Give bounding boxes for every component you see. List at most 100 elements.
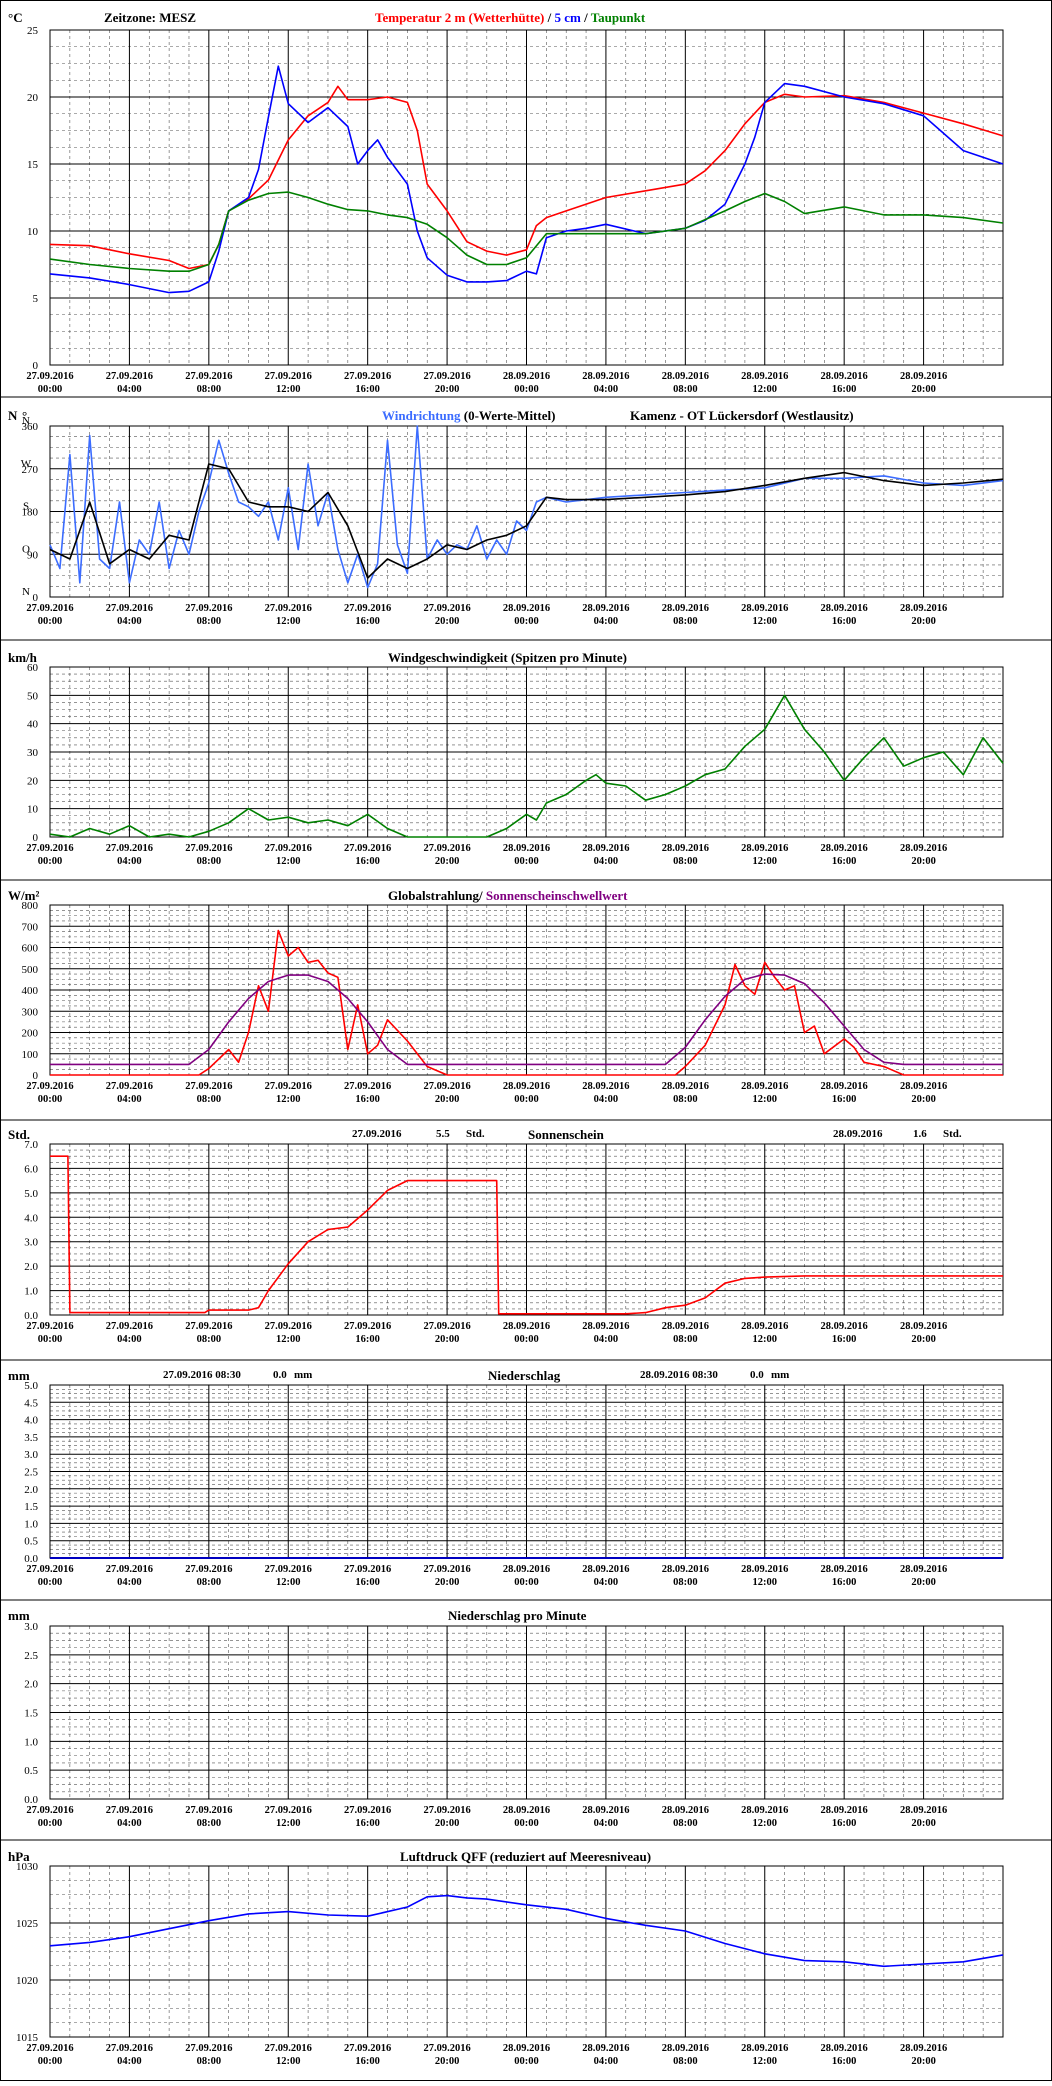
series-line-wind_direction-1 xyxy=(49,463,1004,579)
chart-title: Sonnenschein xyxy=(528,1127,605,1142)
x-tick-date: 27.09.2016 xyxy=(265,1321,312,1332)
x-tick-date: 27.09.2016 xyxy=(344,1564,391,1575)
y-tick-label: 400 xyxy=(22,985,39,997)
x-tick-time: 04:00 xyxy=(117,856,142,867)
x-tick-date: 28.09.2016 xyxy=(821,1321,868,1332)
x-tick-time: 12:00 xyxy=(276,1334,301,1345)
x-tick-date: 28.09.2016 xyxy=(900,843,947,854)
chart-panel-temperature: 0 5 10 15 20 25 27.09.2016 00:00 27.09.2016 04:00… xyxy=(8,10,1004,395)
x-tick-time: 08:00 xyxy=(673,1094,698,1105)
x-tick-date: 28.09.2016 xyxy=(900,1081,947,1092)
y-tick-label: 2.0 xyxy=(24,1261,38,1273)
x-tick-date: 27.09.2016 xyxy=(423,1081,470,1092)
title-part: Taupunkt xyxy=(591,10,646,25)
x-tick-time: 04:00 xyxy=(594,856,619,867)
x-tick-time: 08:00 xyxy=(673,616,698,627)
x-tick-time: 12:00 xyxy=(753,1334,778,1345)
x-tick-time: 20:00 xyxy=(911,1577,936,1588)
x-tick-date: 27.09.2016 xyxy=(106,1805,153,1816)
x-tick-date: 28.09.2016 xyxy=(503,2043,550,2054)
y-tick-label: 0.0 xyxy=(24,1553,38,1565)
x-tick-date: 28.09.2016 xyxy=(821,371,868,382)
y-tick-label: 2.0 xyxy=(24,1679,38,1691)
x-tick-date: 27.09.2016 xyxy=(423,371,470,382)
x-tick-time: 04:00 xyxy=(594,616,619,627)
x-tick-date: 28.09.2016 xyxy=(741,1564,788,1575)
chart-panel-precipitation_minute: 0.0 0.5 1.0 1.5 2.0 2.5 3.0 27.09.2016 00:00 27.0… xyxy=(8,1608,1004,1829)
x-tick-time: 04:00 xyxy=(117,1577,142,1588)
y-tick-label: 1.0 xyxy=(24,1736,38,1748)
x-tick-date: 28.09.2016 xyxy=(503,603,550,614)
y-tick-label: 40 xyxy=(27,719,39,731)
x-tick-time: 12:00 xyxy=(753,2056,778,2067)
title-part: Temperatur 2 m (Wetterhütte) xyxy=(375,10,544,25)
x-tick-time: 04:00 xyxy=(594,384,619,395)
x-tick-date: 27.09.2016 xyxy=(265,843,312,854)
x-tick-date: 28.09.2016 xyxy=(582,1321,629,1332)
compass-label: S xyxy=(23,501,29,513)
y-tick-label: 7.0 xyxy=(24,1139,38,1151)
y-tick-label: 3.0 xyxy=(24,1621,38,1633)
x-tick-time: 16:00 xyxy=(355,1577,380,1588)
x-tick-time: 16:00 xyxy=(832,1334,857,1345)
chart-title: Niederschlag pro Minute xyxy=(448,1608,587,1623)
y-tick-label: 0.0 xyxy=(24,1310,38,1322)
x-tick-date: 27.09.2016 xyxy=(423,2043,470,2054)
x-tick-date: 28.09.2016 xyxy=(741,371,788,382)
x-tick-time: 12:00 xyxy=(276,616,301,627)
unit-label: °C xyxy=(8,10,23,25)
chart-panel-sunshine: 0.0 1.0 2.0 3.0 4.0 5.0 6.0 7.0 27.09.2016 00:00 2… xyxy=(8,1127,1004,1345)
x-tick-date: 27.09.2016 xyxy=(344,2043,391,2054)
x-tick-date: 28.09.2016 xyxy=(741,1321,788,1332)
unit-label: Std. xyxy=(8,1127,30,1142)
x-tick-date: 27.09.2016 xyxy=(344,1805,391,1816)
x-tick-date: 27.09.2016 xyxy=(26,1321,73,1332)
x-tick-date: 28.09.2016 xyxy=(662,1564,709,1575)
x-tick-date: 28.09.2016 xyxy=(821,603,868,614)
x-tick-time: 20:00 xyxy=(435,1577,460,1588)
x-tick-time: 08:00 xyxy=(197,1577,222,1588)
chart-title: Luftdruck QFF (reduziert auf Meeresnivea… xyxy=(400,1849,651,1864)
x-tick-date: 27.09.2016 xyxy=(26,843,73,854)
x-tick-time: 12:00 xyxy=(753,384,778,395)
x-tick-date: 27.09.2016 xyxy=(185,843,232,854)
x-tick-time: 00:00 xyxy=(38,616,63,627)
x-tick-time: 08:00 xyxy=(673,1818,698,1829)
compass-label: N xyxy=(22,415,30,427)
x-tick-time: 00:00 xyxy=(38,1818,63,1829)
x-tick-time: 12:00 xyxy=(276,1577,301,1588)
y-tick-label: 1015 xyxy=(16,2032,39,2044)
y-tick-label: 3.0 xyxy=(24,1237,38,1249)
x-tick-date: 28.09.2016 xyxy=(662,2043,709,2054)
x-tick-time: 00:00 xyxy=(38,2056,63,2067)
compass-label: O xyxy=(22,543,30,555)
y-tick-label: 1.0 xyxy=(24,1518,38,1530)
x-tick-date: 28.09.2016 xyxy=(900,603,947,614)
x-tick-date: 27.09.2016 xyxy=(106,603,153,614)
x-tick-date: 28.09.2016 xyxy=(662,843,709,854)
x-tick-date: 28.09.2016 xyxy=(662,371,709,382)
x-tick-time: 20:00 xyxy=(435,616,460,627)
summary-date: 27.09.2016 08:30 xyxy=(163,1369,241,1381)
x-tick-date: 27.09.2016 xyxy=(106,2043,153,2054)
unit-label: mm xyxy=(8,1608,30,1623)
y-tick-label: 0.5 xyxy=(24,1765,38,1777)
x-tick-time: 08:00 xyxy=(197,616,222,627)
y-tick-label: 6.0 xyxy=(24,1163,38,1175)
x-tick-time: 12:00 xyxy=(753,1094,778,1105)
x-tick-time: 08:00 xyxy=(673,1334,698,1345)
x-tick-time: 08:00 xyxy=(673,2056,698,2067)
x-tick-time: 00:00 xyxy=(38,1334,63,1345)
summary-unit: Std. xyxy=(466,1128,485,1140)
x-tick-time: 20:00 xyxy=(911,616,936,627)
summary-unit: Std. xyxy=(943,1128,962,1140)
y-tick-label: 3.5 xyxy=(24,1432,38,1444)
x-tick-time: 08:00 xyxy=(673,384,698,395)
x-tick-time: 12:00 xyxy=(276,856,301,867)
y-tick-label: 200 xyxy=(22,1028,39,1040)
x-tick-date: 27.09.2016 xyxy=(265,603,312,614)
title-part: Windrichtung xyxy=(382,408,461,423)
x-tick-time: 16:00 xyxy=(832,384,857,395)
y-tick-label: 0 xyxy=(33,592,39,604)
y-tick-label: 10 xyxy=(27,226,39,238)
